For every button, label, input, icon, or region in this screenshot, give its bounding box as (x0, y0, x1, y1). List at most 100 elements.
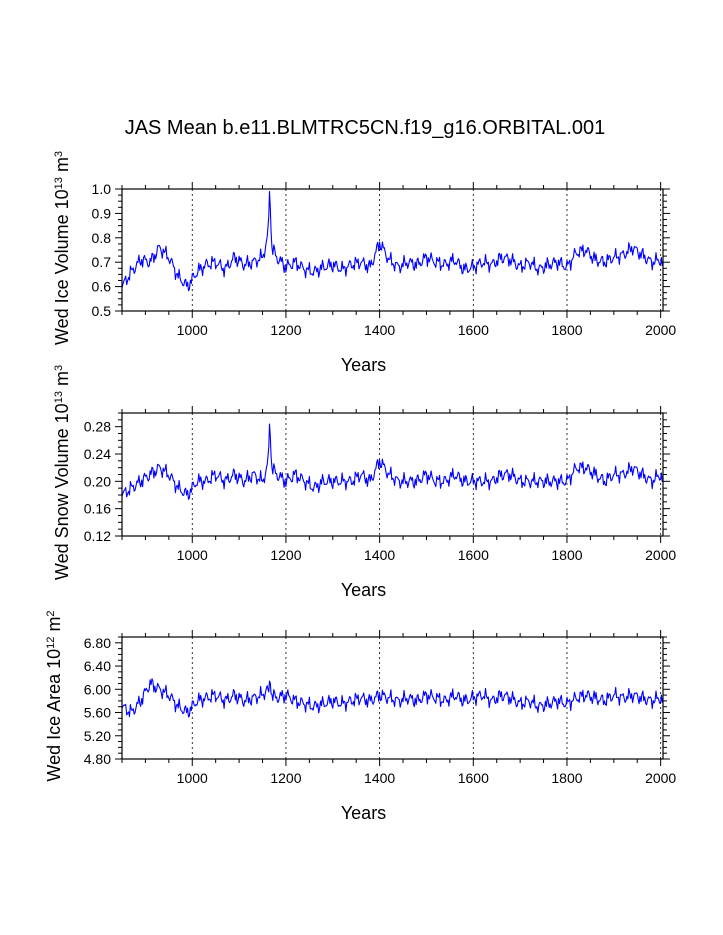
wed-ice-area-data-point (252, 697, 254, 699)
wed-snow-volume-data-point (435, 480, 437, 482)
wed-snow-volume-data-point (168, 473, 170, 475)
wed-ice-volume-data-point (622, 254, 624, 256)
wed-ice-area-data-point (528, 700, 530, 702)
wed-snow-volume-data-point (622, 473, 624, 475)
wed-snow-volume-data-point (547, 480, 549, 482)
wed-ice-area-data-point (303, 703, 305, 705)
wed-ice-area-data-point (594, 697, 596, 699)
wed-snow-volume-ytick-label: 0.20 (84, 473, 111, 489)
wed-ice-volume-yaxis-title: Wed Ice Volume 1013 m3 (52, 151, 72, 345)
wed-ice-volume-data-point (397, 266, 399, 268)
wed-snow-volume-data-point (186, 494, 188, 496)
wed-ice-volume-ytick-label: 0.5 (92, 303, 112, 319)
wed-ice-volume-data-point (481, 261, 483, 263)
wed-ice-volume-data-point (388, 259, 390, 261)
wed-snow-volume-data-point (491, 480, 493, 482)
wed-ice-area-data-point (435, 697, 437, 699)
wed-ice-volume-data-point (303, 268, 305, 270)
wed-ice-area-data-point (369, 700, 371, 702)
wed-snow-volume-data-point (350, 480, 352, 482)
page-title: JAS Mean b.e11.BLMTRC5CN.f19_g16.ORBITAL… (125, 117, 606, 139)
wed-ice-area-data-point (341, 703, 343, 705)
wed-ice-volume-data-point (261, 256, 263, 258)
wed-snow-volume-ytick-label: 0.28 (84, 419, 111, 435)
wed-ice-volume-ylabel-exp: 13 (53, 177, 65, 189)
wed-snow-volume-data-point (140, 480, 142, 482)
wed-snow-volume-data-point (575, 466, 577, 468)
wed-ice-volume-data-point (566, 266, 568, 268)
wed-ice-volume-data-point (177, 276, 179, 278)
wed-ice-area-data-point (659, 697, 661, 699)
wed-ice-area-data-point (149, 682, 151, 684)
wed-ice-area-data-point (575, 697, 577, 699)
wed-ice-area-data-point (510, 697, 512, 699)
wed-ice-area-yaxis-title: Wed Ice Area 1012 m2 (44, 610, 64, 781)
wed-ice-volume-data-point (378, 241, 380, 243)
wed-ice-area-data-point (350, 700, 352, 702)
wed-ice-volume-data-point (224, 268, 226, 270)
wed-ice-area-data-point (556, 700, 558, 702)
wed-snow-volume-data-point (224, 480, 226, 482)
wed-ice-volume-xtick-label: 2000 (645, 322, 676, 338)
wed-ice-area-xtick-label: 1000 (177, 770, 208, 786)
wed-ice-volume-series-line (121, 190, 664, 292)
wed-ice-volume-data-point (130, 271, 132, 273)
wed-ice-area-data-point (332, 700, 334, 702)
wed-ice-area-data-point (275, 697, 277, 699)
wed-ice-area-data-point (631, 694, 633, 696)
wed-ice-volume-data-point (294, 261, 296, 263)
wed-snow-volume-data-point (360, 473, 362, 475)
wed-ice-volume-data-point (613, 256, 615, 258)
wed-ice-area-data-point (158, 688, 160, 690)
wed-snow-volume-data-point (463, 480, 465, 482)
wed-ice-area-data-point (641, 697, 643, 699)
wed-ice-volume-data-point (168, 256, 170, 258)
wed-ice-area-data-point (397, 700, 399, 702)
wed-ice-volume-data-point (252, 261, 254, 263)
wed-snow-volume-data-point (271, 466, 273, 468)
wed-ice-volume-data-point (425, 256, 427, 258)
wed-snow-volume-series-line (121, 423, 664, 500)
wed-ice-area-data-point (271, 694, 273, 696)
wed-ice-area-data-point (472, 697, 474, 699)
wed-snow-volume-data-point (528, 480, 530, 482)
wed-ice-volume-ytick-label: 0.6 (92, 279, 112, 295)
wed-ice-area-ytick-label: 6.80 (84, 635, 111, 651)
wed-ice-area-data-point (566, 703, 568, 705)
wed-snow-volume-yaxis-title: Wed Snow Volume 1013 m3 (52, 365, 72, 580)
wed-ice-volume-ylabel-base: Wed Ice Volume 10 (52, 189, 72, 345)
wed-ice-volume-ytick-label: 0.7 (92, 254, 112, 270)
wed-ice-volume-data-point (491, 263, 493, 265)
wed-snow-volume-frame (121, 412, 664, 537)
wed-ice-area-xaxis-title: Years (341, 803, 386, 823)
wed-ice-volume-data-point (641, 254, 643, 256)
wed-ice-volume-data-point (650, 261, 652, 263)
wed-ice-volume-data-point (416, 263, 418, 265)
wed-snow-volume-data-point (594, 473, 596, 475)
wed-ice-area-data-point (233, 694, 235, 696)
wed-snow-volume-data-point (261, 480, 263, 482)
wed-ice-area-data-point (224, 700, 226, 702)
wed-snow-volume-xtick-label: 1400 (364, 547, 395, 563)
wed-ice-volume-data-point (510, 259, 512, 261)
wed-snow-volume-ylabel-unit-exp: 3 (53, 365, 65, 371)
wed-ice-volume-ytick-label: 1.0 (92, 181, 112, 197)
wed-ice-volume-data-point (575, 251, 577, 253)
wed-ice-volume-data-point (659, 259, 661, 261)
wed-ice-area-frame (121, 636, 664, 760)
wed-snow-volume-data-point (538, 480, 540, 482)
wed-ice-area-ylabel-exp: 12 (45, 637, 57, 649)
wed-ice-area-data-point (196, 700, 198, 702)
wed-snow-volume-data-point (177, 487, 179, 489)
wed-ice-volume-data-point (631, 246, 633, 248)
wed-ice-area-data-point (463, 700, 465, 702)
wed-snow-volume-data-point (416, 480, 418, 482)
wed-ice-volume-data-point (538, 268, 540, 270)
wed-snow-volume-data-point (500, 473, 502, 475)
wed-ice-volume-ylabel-unit-exp: 3 (53, 151, 65, 157)
wed-ice-volume-ylabel-unit: m (52, 157, 72, 177)
wed-ice-area-ylabel-base: Wed Ice Area 10 (44, 649, 64, 782)
wed-ice-area-data-point (416, 700, 418, 702)
wed-ice-volume-data-point (205, 263, 207, 265)
